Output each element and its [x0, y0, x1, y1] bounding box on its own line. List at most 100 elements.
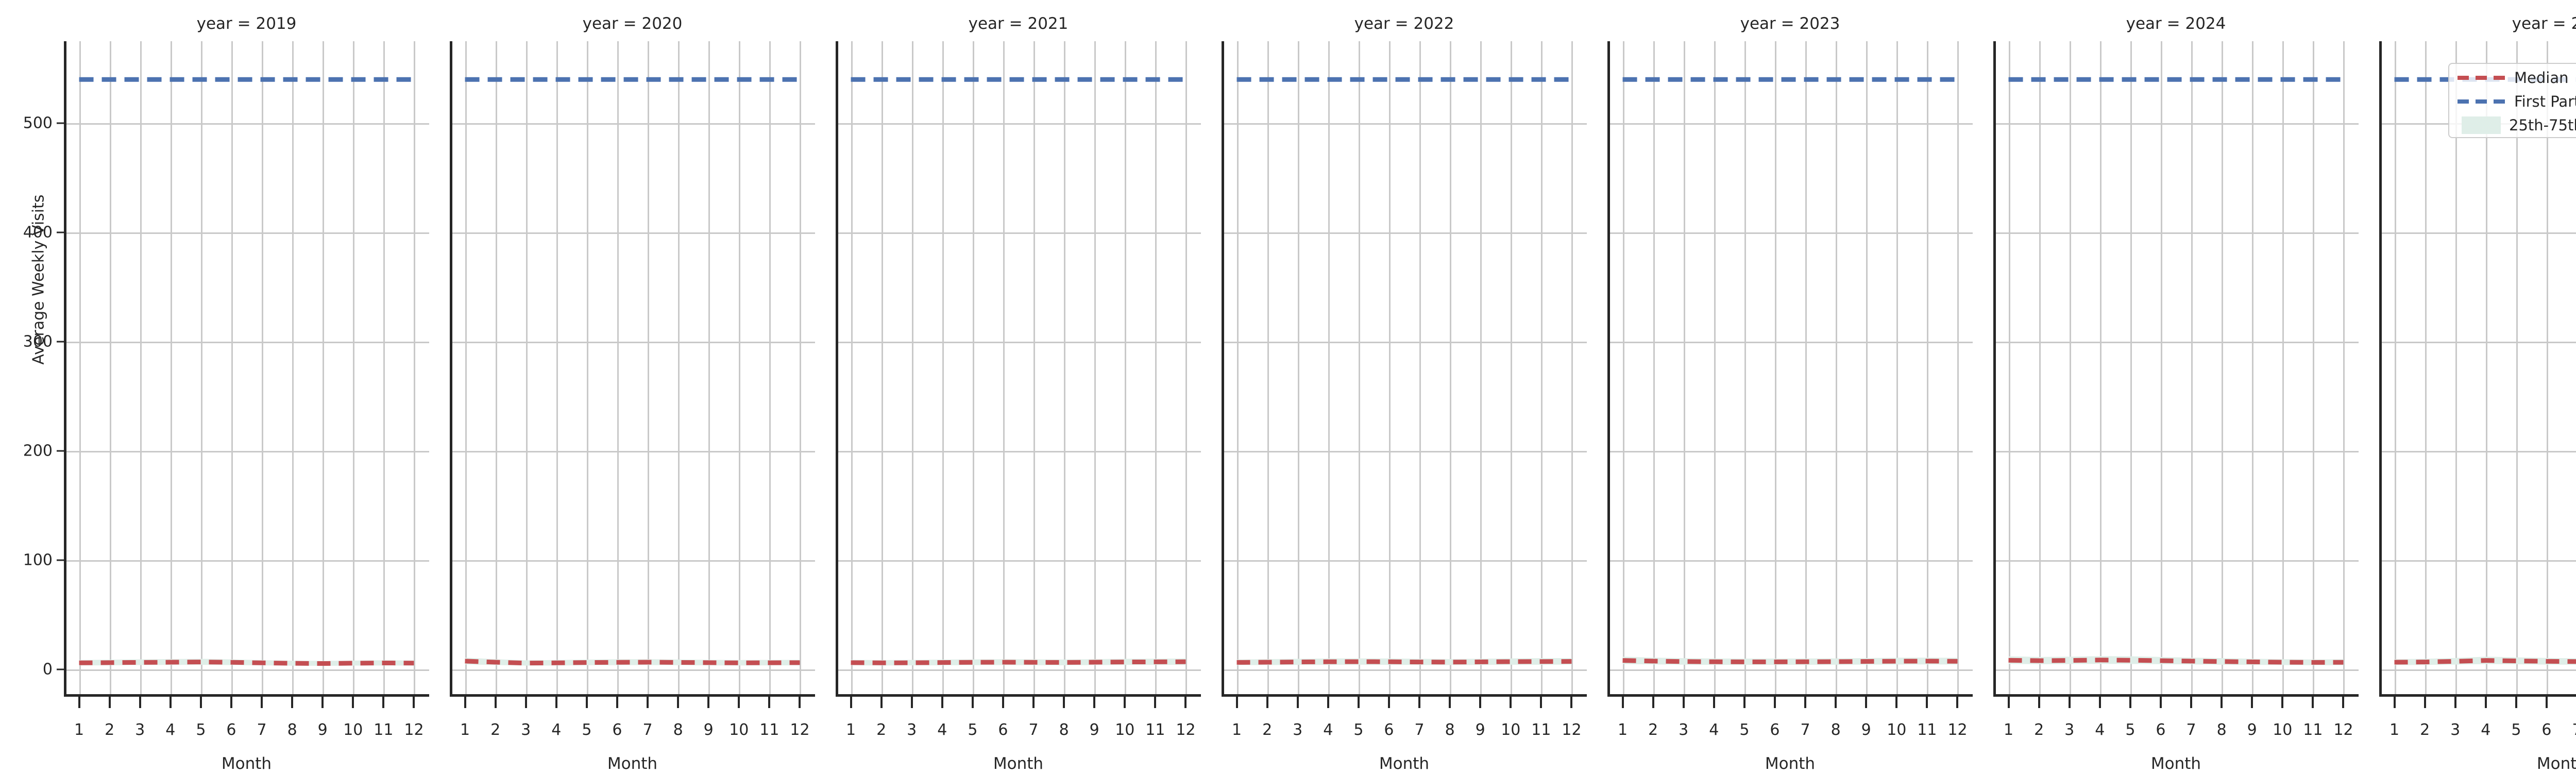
grid-line-horizontal: [2379, 560, 2576, 562]
grid-line-vertical: [465, 41, 467, 697]
grid-line-vertical: [1714, 41, 1716, 697]
grid-line-vertical: [1774, 41, 1776, 697]
x-tick-label: 10: [729, 721, 749, 739]
grid-line-vertical: [1622, 41, 1624, 697]
grid-line-horizontal: [836, 123, 1201, 125]
y-tick-label: 100: [23, 551, 53, 569]
grid-line-vertical: [200, 41, 202, 697]
grid-line-horizontal: [1993, 232, 2359, 234]
x-tick-mark: [880, 697, 883, 708]
grid-line-horizontal: [1607, 560, 1973, 562]
x-tick-label: 5: [968, 721, 978, 739]
x-tick-mark: [1032, 697, 1035, 708]
grid-line-horizontal: [450, 669, 815, 671]
grid-line-vertical: [1653, 41, 1655, 697]
grid-line-horizontal: [836, 560, 1201, 562]
y-tick-label: 200: [23, 442, 53, 460]
grid-line-vertical: [495, 41, 497, 697]
x-tick-mark: [2068, 697, 2071, 708]
x-tick-mark: [1235, 697, 1238, 708]
legend-swatch-band: [2462, 116, 2501, 134]
legend-item[interactable]: Median: [2456, 66, 2576, 90]
series-line-median: [2008, 658, 2344, 665]
grid-line-vertical: [617, 41, 619, 697]
grid-line-horizontal: [1222, 669, 1587, 671]
x-tick-mark: [1296, 697, 1299, 708]
grid-line-vertical: [353, 41, 355, 697]
axis-spine-bottom: [1607, 694, 1973, 697]
grid-line-vertical: [1805, 41, 1807, 697]
x-tick-label: 1: [2389, 721, 2400, 739]
grid-line-horizontal: [64, 669, 429, 671]
x-tick-label: 7: [2572, 721, 2576, 739]
x-tick-label: 7: [1028, 721, 1039, 739]
grid-line-vertical: [1480, 41, 1482, 697]
x-tick-label: 7: [2186, 721, 2196, 739]
chart-legend[interactable]: Median First Party Median 25th-75th Percen…: [2448, 63, 2576, 138]
x-tick-label: 4: [1709, 721, 1719, 739]
x-tick-label: 9: [2247, 721, 2257, 739]
x-tick-label: 2: [1262, 721, 1273, 739]
legend-item[interactable]: 25th-75th Percentile: [2456, 113, 2576, 137]
axis-spine-left: [2379, 41, 2382, 697]
y-tick-label: 300: [23, 332, 53, 351]
grid-line-horizontal: [1993, 560, 2359, 562]
grid-line-horizontal: [2379, 232, 2576, 234]
axis-spine-left: [1222, 41, 1224, 697]
grid-line-horizontal: [64, 560, 429, 562]
x-tick-label: 7: [642, 721, 653, 739]
grid-line-vertical: [1003, 41, 1005, 697]
y-tick-mark: [57, 231, 64, 233]
x-tick-mark: [230, 697, 232, 708]
panel-title: year = 2019: [196, 14, 297, 33]
x-tick-label: 4: [2481, 721, 2491, 739]
grid-line-vertical: [648, 41, 650, 697]
grid-line-horizontal: [836, 669, 1201, 671]
x-tick-label: 10: [1115, 721, 1135, 739]
grid-line-horizontal: [1607, 123, 1973, 125]
x-tick-mark: [1835, 697, 1837, 708]
x-tick-label: 3: [135, 721, 145, 739]
series-layer: [1236, 77, 1572, 665]
x-tick-mark: [2159, 697, 2162, 708]
grid-line-vertical: [851, 41, 853, 697]
grid-line-vertical: [942, 41, 944, 697]
legend-item[interactable]: First Party Median: [2456, 90, 2576, 113]
x-tick-mark: [2515, 697, 2517, 708]
grid-line-horizontal: [1222, 560, 1587, 562]
x-axis-label: Month: [1379, 754, 1430, 773]
grid-line-vertical: [769, 41, 771, 697]
grid-line-vertical: [1094, 41, 1096, 697]
x-tick-label: 4: [2095, 721, 2105, 739]
x-tick-mark: [1510, 697, 1512, 708]
grid-line-vertical: [140, 41, 142, 697]
grid-line-vertical: [1328, 41, 1330, 697]
series-layer: [79, 77, 414, 666]
x-tick-label: 8: [2216, 721, 2227, 739]
x-tick-label: 2: [2034, 721, 2044, 739]
axis-spine-bottom: [2379, 694, 2576, 697]
x-tick-label: 1: [845, 721, 856, 739]
axis-spine-bottom: [64, 694, 429, 697]
y-tick-mark: [57, 559, 64, 561]
grid-line-vertical: [1836, 41, 1838, 697]
grid-line-vertical: [2282, 41, 2284, 697]
grid-line-vertical: [2313, 41, 2315, 697]
x-tick-label: 2: [876, 721, 887, 739]
x-axis-label: Month: [2536, 754, 2576, 773]
grid-line-vertical: [1957, 41, 1959, 697]
grid-line-vertical: [2222, 41, 2224, 697]
grid-line-vertical: [109, 41, 111, 697]
legend-label: First Party Median: [2514, 93, 2576, 110]
grid-line-vertical: [2394, 41, 2396, 697]
x-tick-mark: [108, 697, 111, 708]
x-tick-mark: [1124, 697, 1126, 708]
x-tick-mark: [261, 697, 263, 708]
x-tick-mark: [1773, 697, 1776, 708]
series-layer: [2008, 77, 2344, 665]
y-tick-mark: [57, 122, 64, 124]
x-axis-label: Month: [993, 754, 1044, 773]
x-tick-label: 2: [490, 721, 501, 739]
